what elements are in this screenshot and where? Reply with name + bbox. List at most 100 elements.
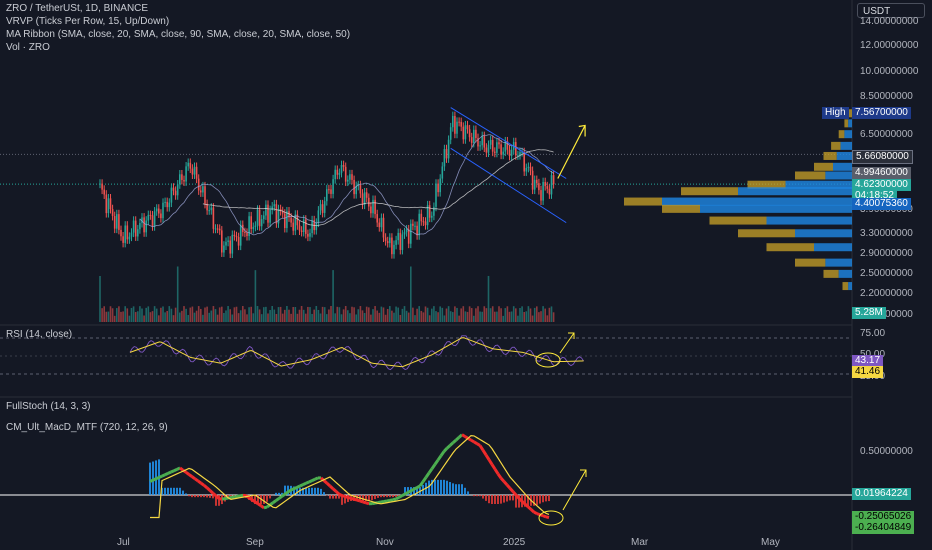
candle-body — [523, 152, 525, 172]
macd-line-segment — [481, 449, 488, 456]
candle-body — [349, 174, 351, 180]
volume-profile-up-bar — [825, 258, 852, 267]
volume-bar — [221, 306, 223, 322]
candle-body — [395, 240, 397, 245]
volume-bar — [103, 306, 105, 322]
macd-histogram-bar — [215, 495, 217, 506]
volume-bar — [382, 307, 385, 322]
volume-profile-down-bar — [738, 229, 795, 238]
macd-line-segment — [389, 498, 394, 502]
volume-legend[interactable]: Vol · ZRO — [6, 42, 50, 53]
currency-button[interactable]: USDT — [857, 3, 925, 18]
price-tick: 2.90000000 — [860, 248, 913, 259]
macd-line-segment — [533, 510, 538, 516]
rsi-ma-label: 41.46 — [852, 366, 884, 378]
ma-ribbon-legend[interactable]: MA Ribbon (SMA, close, 20, SMA, close, 9… — [6, 29, 351, 40]
macd-histogram-bar — [314, 487, 316, 495]
volume-bar — [179, 312, 181, 322]
volume-bar — [193, 312, 196, 322]
candle-body — [284, 213, 286, 229]
macd-line-segment — [224, 496, 229, 501]
candle-body — [202, 186, 204, 193]
volume-bar — [502, 315, 504, 322]
volume-bar — [405, 310, 408, 322]
macd-line-segment — [211, 492, 218, 498]
volume-bar — [307, 306, 309, 322]
macd-histogram-bar — [416, 487, 418, 495]
volume-bar — [149, 312, 152, 322]
macd-legend[interactable]: CM_Ult_MacD_MTF (720, 12, 26, 9) — [6, 422, 168, 433]
volume-bar — [328, 309, 330, 322]
macd-histogram-bar — [539, 495, 541, 504]
macd-histogram-bar — [254, 495, 256, 504]
macd-histogram-bar — [218, 495, 220, 506]
volume-bar — [512, 306, 515, 322]
candle-body — [174, 190, 177, 196]
macd-line-segment — [520, 500, 527, 506]
macd-histogram-bar — [203, 495, 205, 498]
candle-body — [342, 164, 345, 167]
candle-body — [428, 205, 431, 218]
macd-histogram-bar — [491, 495, 493, 504]
candle-body — [317, 210, 320, 223]
rsi-ma-line — [129, 337, 584, 368]
candle-body — [120, 229, 122, 237]
macd-line-segment — [164, 472, 169, 477]
macd-histogram-bar — [494, 495, 496, 504]
volume-bar — [218, 307, 221, 322]
volume-bar — [485, 308, 488, 322]
candle-body — [244, 232, 246, 234]
volume-bar — [410, 266, 412, 322]
volume-profile-down-bar — [795, 258, 826, 267]
volume-bar — [426, 307, 429, 322]
volume-bar — [464, 311, 467, 322]
macd-histogram-bar — [152, 461, 154, 495]
candle-body — [151, 215, 154, 227]
volume-bar — [132, 306, 135, 322]
volume-bar — [391, 310, 393, 322]
candle-body — [197, 178, 200, 191]
volume-bar — [357, 309, 360, 322]
volume-bar — [250, 306, 252, 322]
volume-bar — [185, 308, 187, 322]
candle-body — [166, 201, 168, 208]
volume-profile-down-bar — [831, 141, 841, 150]
macd-line-segment — [451, 438, 458, 444]
candle-body — [548, 188, 551, 195]
volume-bar — [433, 306, 435, 322]
macd-line-segment — [523, 502, 530, 508]
candle-body — [176, 184, 179, 196]
candle-body — [221, 230, 223, 253]
macd-line-segment — [490, 463, 497, 470]
volume-bar — [365, 306, 368, 322]
volume-bar — [330, 306, 332, 322]
rsi-tick: 75.00 — [860, 328, 886, 339]
rsi-legend[interactable]: RSI (14, close) — [6, 329, 73, 340]
candle-body — [218, 228, 221, 231]
volume-bar — [414, 315, 416, 322]
volume-bar — [439, 306, 441, 322]
stoch-legend[interactable]: FullStoch (14, 3, 3) — [6, 401, 91, 412]
candle-body — [179, 174, 181, 185]
candle-body — [292, 222, 294, 231]
candle-body — [225, 241, 227, 246]
volume-bar — [351, 306, 353, 322]
candle-body — [359, 185, 362, 194]
volume-bar — [347, 310, 349, 322]
volume-bar — [164, 312, 166, 322]
volume-bar — [531, 315, 534, 322]
volume-bar — [479, 311, 481, 322]
candle-body — [162, 202, 164, 219]
volume-bar — [386, 308, 389, 322]
line-value-label: 5.66080000 — [852, 150, 913, 164]
macd-line-segment — [413, 486, 418, 491]
macd-histogram-bar — [455, 484, 457, 495]
candle-body — [519, 152, 521, 156]
vrvp-legend[interactable]: VRVP (Ticks Per Row, 15, Up/Down) — [6, 16, 170, 27]
macd-line-segment — [445, 444, 452, 450]
volume-bar — [460, 308, 462, 322]
volume-bar — [99, 276, 101, 322]
volume-bar — [153, 306, 156, 322]
time-tick: Jul — [117, 537, 130, 548]
